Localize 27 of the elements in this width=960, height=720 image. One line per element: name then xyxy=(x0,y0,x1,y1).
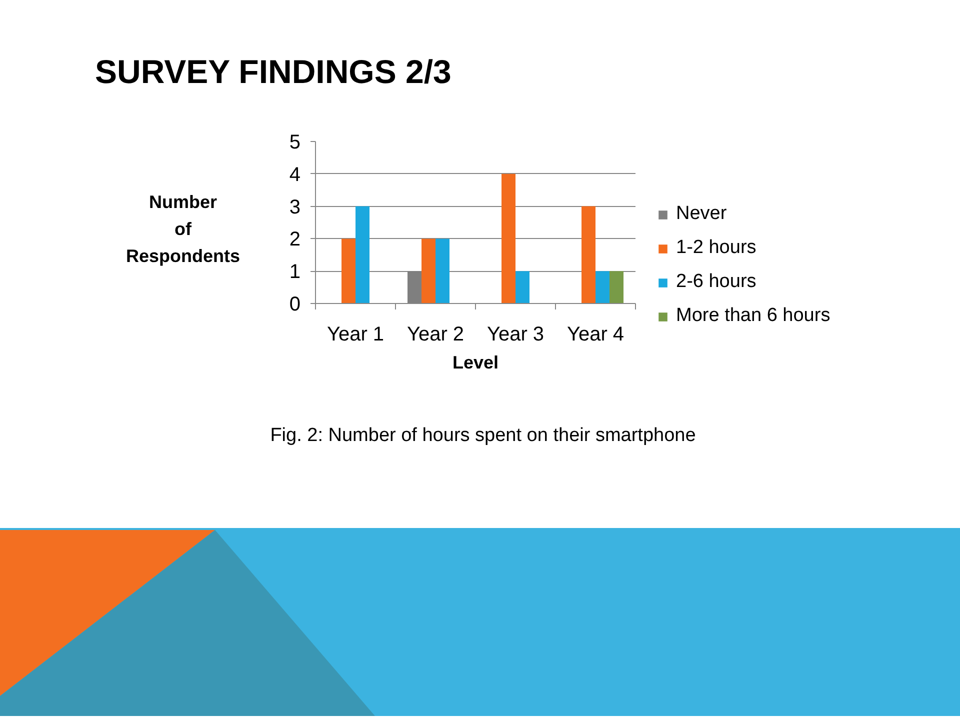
y-tick-label: 1 xyxy=(289,261,300,284)
bar xyxy=(516,271,530,304)
bar xyxy=(422,238,436,304)
y-axis-title: Number of Respondents xyxy=(124,191,241,268)
legend-label: 1-2 hours xyxy=(676,237,756,259)
bar xyxy=(610,271,624,304)
bar xyxy=(342,238,356,304)
x-axis-title: Level xyxy=(452,352,499,372)
legend-label: More than 6 hours xyxy=(676,305,830,327)
bar xyxy=(436,238,450,304)
x-tick-label: Year 3 xyxy=(486,324,544,346)
bar xyxy=(582,206,596,304)
y-tick-label: 5 xyxy=(289,132,300,154)
bar xyxy=(356,206,370,304)
y-tick-label: 4 xyxy=(289,164,300,186)
x-tick-label: Year 2 xyxy=(406,324,464,346)
chart-title: SURVEY FINDINGS 2/3 xyxy=(94,52,452,92)
y-tick-label: 0 xyxy=(289,294,300,316)
y-tick-label: 3 xyxy=(289,196,300,218)
caption: Fig. 2: Number of hours spent on their smartphone xyxy=(269,424,697,448)
legend-label: 2-6 hours xyxy=(676,271,756,293)
y-tick-label: 2 xyxy=(289,228,300,251)
legend-label: Never xyxy=(676,203,727,225)
bar xyxy=(502,174,516,304)
x-tick-label: Year 4 xyxy=(566,324,624,346)
bar xyxy=(596,271,610,304)
x-tick-label: Year 1 xyxy=(326,324,384,346)
